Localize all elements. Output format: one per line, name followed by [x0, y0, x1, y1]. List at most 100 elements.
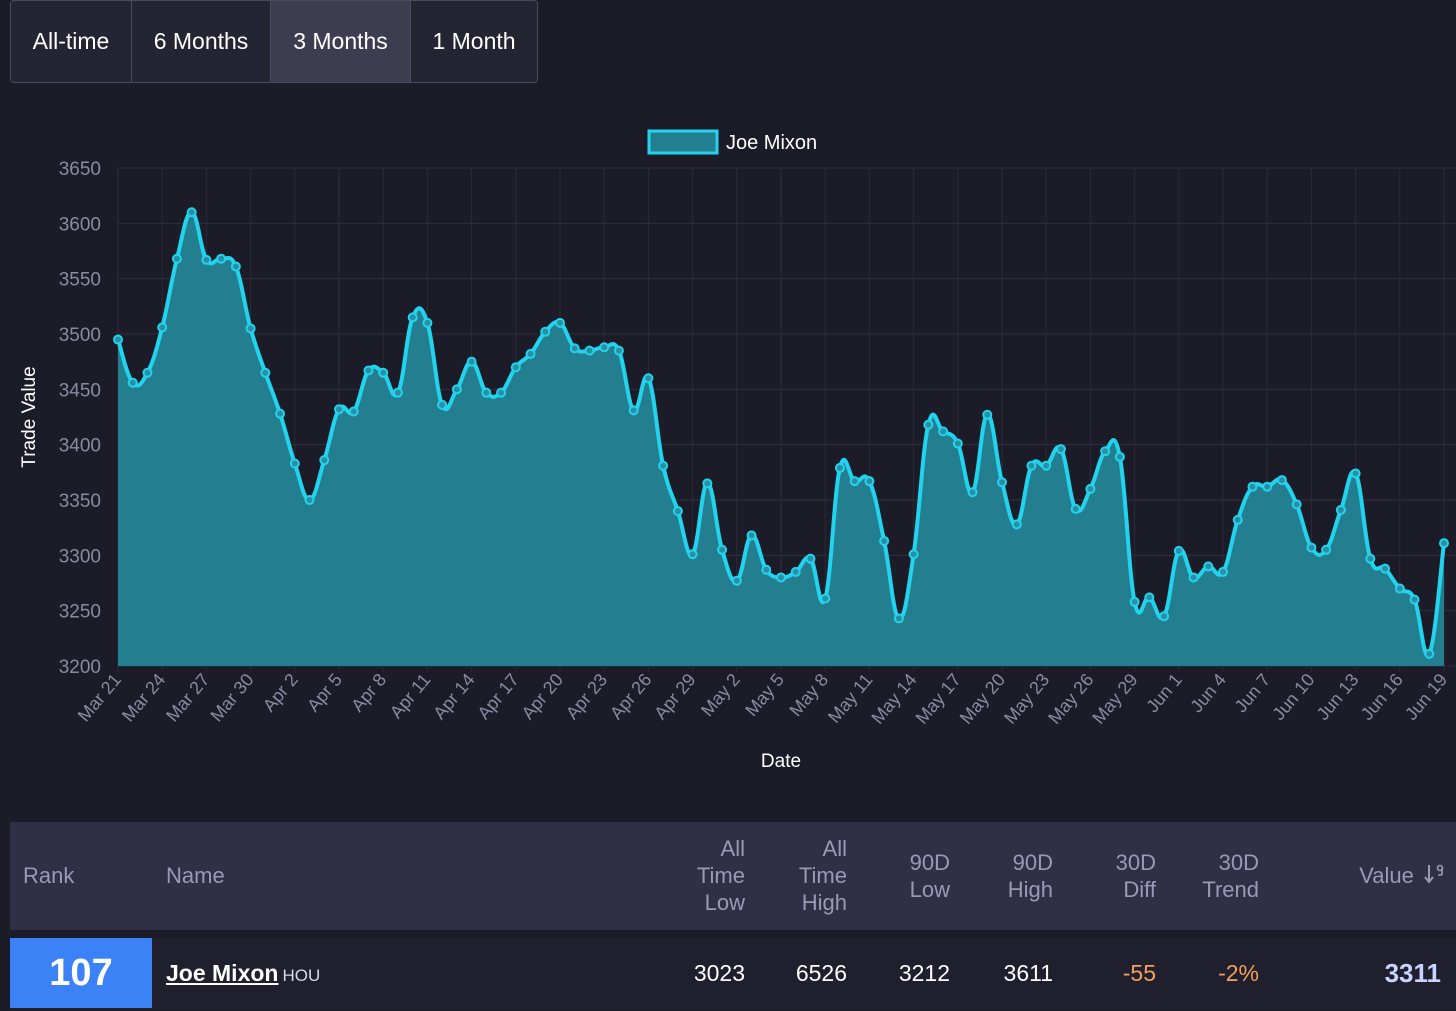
data-point[interactable]	[1439, 538, 1449, 549]
data-point[interactable]	[849, 476, 860, 487]
data-point[interactable]	[1232, 514, 1243, 525]
table-row[interactable]: 107 Joe Mixon HOU 3023 6526 3212 3611 -55…	[10, 938, 1456, 1010]
data-point[interactable]	[422, 317, 433, 328]
data-point[interactable]	[1159, 611, 1170, 622]
data-point[interactable]	[142, 367, 153, 378]
data-point[interactable]	[908, 549, 919, 560]
data-point[interactable]	[938, 426, 949, 437]
data-point[interactable]	[1291, 499, 1302, 510]
data-point[interactable]	[1276, 475, 1287, 486]
data-point[interactable]	[864, 476, 875, 487]
data-point[interactable]	[1129, 596, 1140, 607]
data-point[interactable]	[392, 387, 403, 398]
data-point[interactable]	[952, 438, 963, 449]
data-point[interactable]	[834, 462, 845, 473]
header-name[interactable]: Name	[166, 863, 225, 888]
data-point[interactable]	[702, 478, 713, 489]
data-point[interactable]	[334, 404, 344, 415]
data-point[interactable]	[820, 593, 831, 604]
data-point[interactable]	[1100, 446, 1111, 457]
data-point[interactable]	[599, 342, 610, 353]
data-point[interactable]	[1203, 561, 1214, 572]
data-point[interactable]	[584, 345, 595, 356]
data-point[interactable]	[1055, 444, 1066, 455]
data-point[interactable]	[643, 373, 654, 384]
data-point[interactable]	[1011, 519, 1022, 530]
data-point[interactable]	[363, 365, 374, 376]
data-point[interactable]	[230, 261, 241, 272]
data-point[interactable]	[569, 343, 580, 354]
data-point[interactable]	[923, 419, 934, 430]
data-point[interactable]	[1041, 460, 1052, 471]
data-point[interactable]	[982, 409, 993, 420]
data-point[interactable]	[731, 575, 742, 586]
data-point[interactable]	[510, 362, 521, 373]
tab-1-month[interactable]: 1 Month	[411, 1, 537, 82]
data-point[interactable]	[1262, 481, 1273, 492]
data-point[interactable]	[260, 367, 271, 378]
header-90d-high[interactable]: 90D High	[1007, 850, 1053, 902]
data-point[interactable]	[319, 455, 330, 466]
data-point[interactable]	[171, 253, 182, 264]
data-point[interactable]	[613, 345, 624, 356]
tab-3-months[interactable]: 3 Months	[271, 1, 411, 82]
data-point[interactable]	[1365, 553, 1376, 564]
data-point[interactable]	[717, 544, 728, 555]
data-point[interactable]	[127, 377, 138, 388]
data-point[interactable]	[555, 317, 565, 328]
data-point[interactable]	[113, 334, 123, 345]
tab-all-time[interactable]: All-time	[11, 1, 132, 82]
data-point[interactable]	[997, 477, 1007, 488]
data-point[interactable]	[466, 356, 477, 367]
data-point[interactable]	[1026, 460, 1037, 471]
data-point[interactable]	[540, 326, 551, 337]
data-point[interactable]	[1350, 468, 1361, 479]
chart-legend[interactable]: Joe Mixon	[647, 129, 817, 155]
data-point[interactable]	[1247, 481, 1258, 492]
data-point[interactable]	[1306, 542, 1317, 553]
data-point[interactable]	[275, 408, 286, 419]
data-point[interactable]	[304, 495, 315, 505]
data-point[interactable]	[378, 367, 389, 378]
data-point[interactable]	[1218, 566, 1228, 577]
data-point[interactable]	[672, 506, 683, 517]
header-rank[interactable]: Rank	[23, 863, 75, 888]
data-point[interactable]	[790, 566, 801, 577]
data-point[interactable]	[1394, 583, 1405, 594]
data-point[interactable]	[1424, 648, 1435, 659]
data-point[interactable]	[1321, 544, 1332, 555]
data-point[interactable]	[1144, 592, 1155, 603]
data-point[interactable]	[1380, 563, 1391, 574]
data-point[interactable]	[437, 399, 448, 410]
data-point[interactable]	[481, 387, 492, 398]
data-point[interactable]	[628, 405, 639, 416]
data-point[interactable]	[157, 322, 168, 333]
player-name-link[interactable]: Joe Mixon	[166, 960, 279, 986]
data-point[interactable]	[451, 384, 462, 395]
header-value[interactable]: Value	[1340, 862, 1446, 889]
header-30d-trend[interactable]: 30D Trend	[1202, 850, 1259, 902]
data-point[interactable]	[658, 460, 669, 471]
data-point[interactable]	[1114, 451, 1125, 462]
data-point[interactable]	[776, 572, 786, 583]
tab-6-months[interactable]: 6 Months	[132, 1, 271, 82]
header-90d-low[interactable]: 90D Low	[909, 850, 950, 902]
data-point[interactable]	[1070, 503, 1081, 514]
data-point[interactable]	[1188, 572, 1199, 583]
data-point[interactable]	[216, 253, 227, 264]
data-point[interactable]	[1335, 504, 1346, 515]
data-point[interactable]	[525, 348, 536, 359]
data-point[interactable]	[348, 406, 359, 417]
data-point[interactable]	[201, 254, 212, 265]
data-point[interactable]	[289, 458, 300, 469]
data-point[interactable]	[893, 613, 904, 624]
data-point[interactable]	[186, 207, 197, 218]
data-point[interactable]	[805, 553, 816, 564]
sort-descending-icon[interactable]	[1424, 863, 1446, 885]
data-point[interactable]	[967, 487, 978, 498]
data-point[interactable]	[746, 530, 757, 541]
header-30d-diff[interactable]: 30D Diff	[1115, 850, 1156, 902]
header-all-time-low[interactable]: All Time Low	[696, 836, 745, 915]
data-point[interactable]	[245, 323, 256, 334]
data-point[interactable]	[1173, 545, 1184, 556]
